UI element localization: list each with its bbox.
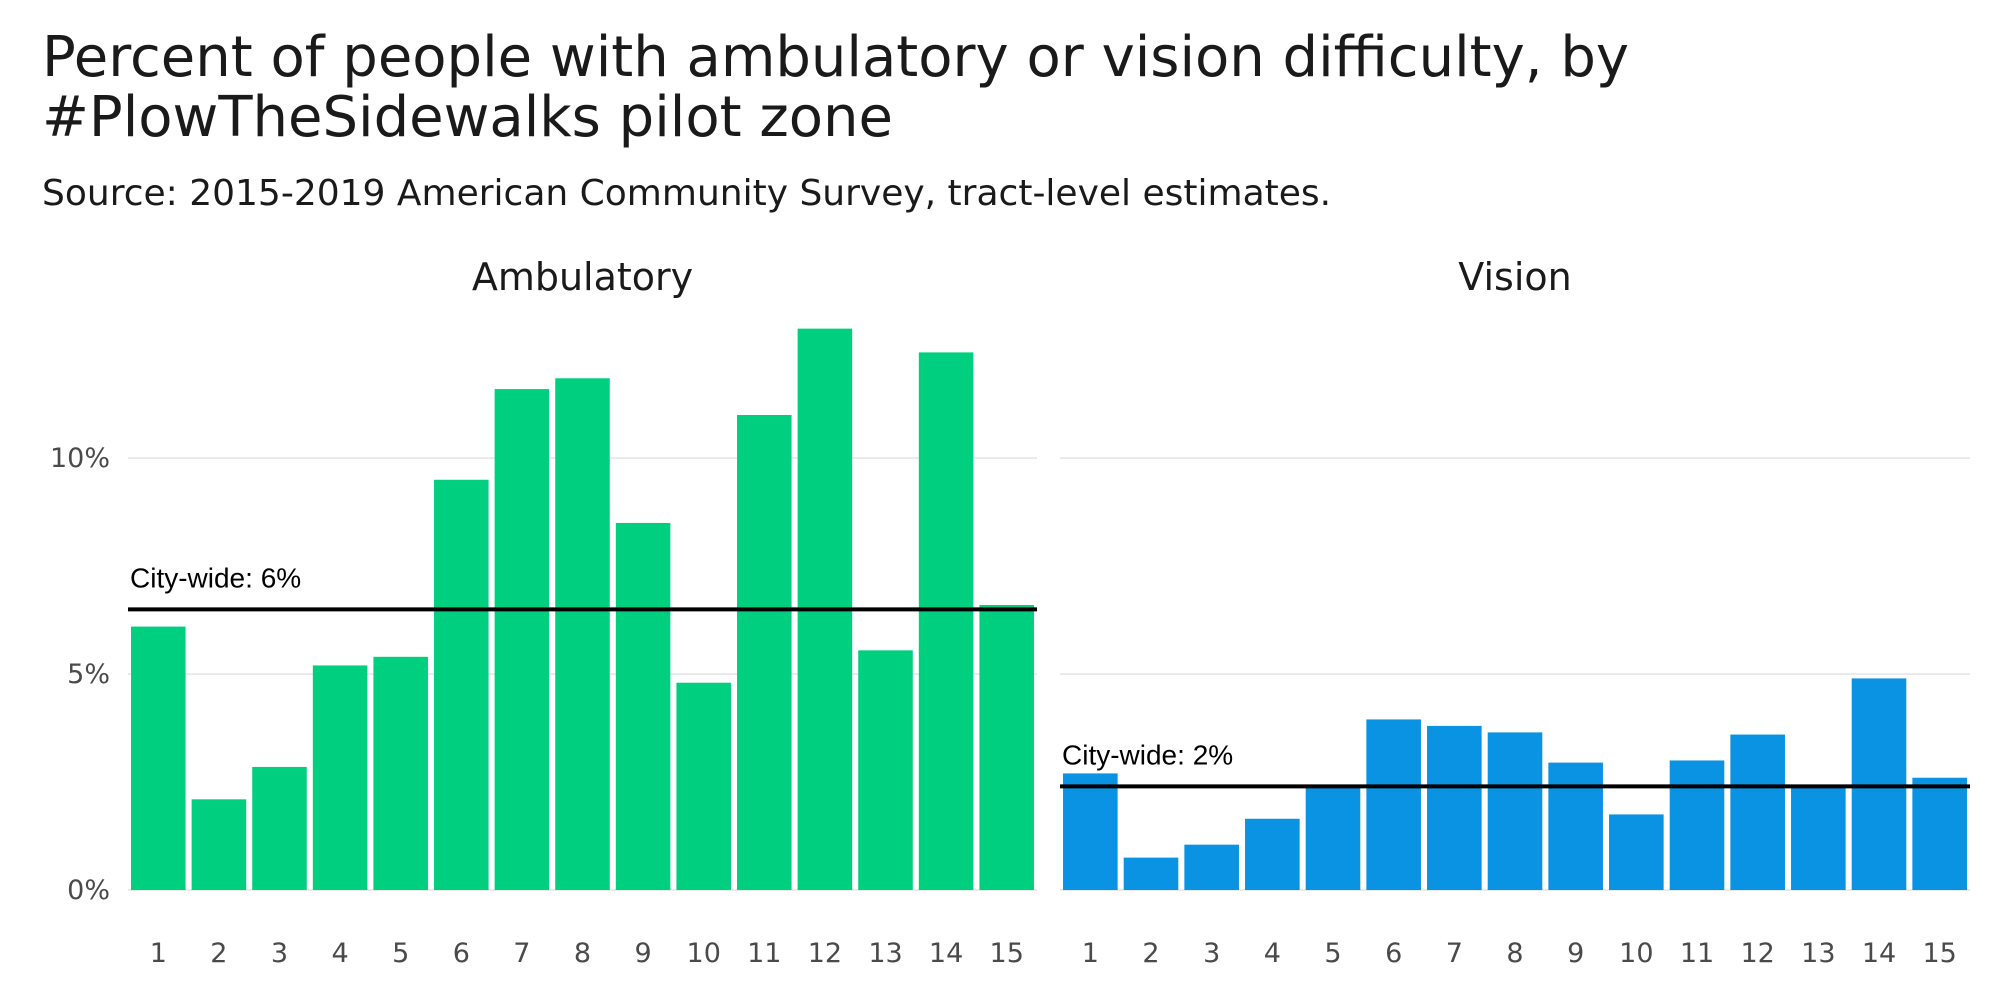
ambulatory-bar-zone-15: [979, 605, 1034, 890]
x-tick-label: 9: [1567, 938, 1584, 969]
y-tick-label: 5%: [67, 659, 110, 690]
y-tick-label: 0%: [67, 875, 110, 906]
vision-bar-zone-6: [1366, 719, 1421, 890]
ambulatory-bar-zone-13: [858, 650, 913, 890]
x-tick-label: 6: [453, 938, 470, 969]
x-tick-label: 15: [1922, 938, 1956, 969]
vision-citywide-label: City-wide: 2%: [1062, 739, 1233, 770]
ambulatory-bar-zone-2: [191, 799, 247, 890]
x-tick-label: 13: [868, 938, 902, 969]
ambulatory-bar-zone-5: [373, 656, 428, 890]
chart-title: Percent of people with ambulatory or vis…: [42, 25, 1630, 150]
x-tick-label: 8: [574, 938, 591, 969]
x-tick-label: 8: [1506, 938, 1523, 969]
vision-facet-title: Vision: [1458, 255, 1571, 299]
x-tick-label: 5: [392, 938, 409, 969]
ambulatory-bar-zone-8: [555, 378, 610, 890]
x-tick-label: 6: [1385, 938, 1402, 969]
ambulatory-facet-title: Ambulatory: [472, 255, 693, 299]
x-tick-label: 15: [990, 938, 1024, 969]
x-tick-label: 4: [1264, 938, 1281, 969]
ambulatory-bar-zone-1: [131, 626, 186, 890]
vision-bar-zone-13: [1791, 786, 1846, 890]
ambulatory-bar-zone-10: [676, 682, 731, 890]
x-tick-label: 12: [1740, 938, 1774, 969]
x-tick-label: 12: [808, 938, 842, 969]
x-tick-label: 3: [1203, 938, 1220, 969]
x-tick-label: 11: [747, 938, 781, 969]
ambulatory-bar-zone-4: [312, 665, 368, 890]
y-tick-label: 10%: [50, 443, 110, 474]
vision-bar-zone-11: [1669, 760, 1725, 890]
vision-bar-zone-2: [1123, 857, 1179, 890]
vision-bar-zone-10: [1609, 814, 1664, 890]
vision-bar-zone-14: [1851, 678, 1907, 890]
x-tick-label: 13: [1801, 938, 1835, 969]
x-tick-label: 9: [635, 938, 652, 969]
vision-bar-zone-5: [1305, 786, 1361, 890]
vision-bar-zone-7: [1427, 725, 1482, 890]
ambulatory-bar-zone-6: [434, 479, 489, 890]
x-tick-label: 1: [1082, 938, 1099, 969]
x-tick-label: 10: [687, 938, 721, 969]
vision-bar-zone-3: [1184, 844, 1239, 890]
ambulatory-bar-zone-11: [737, 415, 792, 890]
x-tick-label: 5: [1324, 938, 1341, 969]
vision-bar-zone-15: [1912, 777, 1967, 890]
x-tick-label: 10: [1619, 938, 1653, 969]
x-tick-label: 11: [1680, 938, 1714, 969]
x-tick-label: 7: [1446, 938, 1463, 969]
x-tick-label: 4: [332, 938, 349, 969]
x-tick-label: 2: [1142, 938, 1159, 969]
x-tick-label: 14: [929, 938, 963, 969]
ambulatory-bar-zone-7: [494, 389, 550, 890]
ambulatory-citywide-label: City-wide: 6%: [130, 562, 301, 593]
x-tick-label: 14: [1862, 938, 1896, 969]
vision-bar-zone-1: [1063, 773, 1118, 890]
x-tick-label: 3: [271, 938, 288, 969]
vision-bar-zone-4: [1245, 818, 1300, 890]
chart-subtitle: Source: 2015-2019 American Community Sur…: [42, 173, 1332, 214]
vision-bar-zone-9: [1548, 762, 1603, 890]
vision-bar-zone-8: [1487, 732, 1543, 890]
x-tick-label: 2: [210, 938, 227, 969]
ambulatory-bar-zone-9: [615, 522, 671, 890]
ambulatory-bar-zone-14: [918, 352, 974, 890]
x-tick-label: 1: [150, 938, 167, 969]
vision-bar-zone-12: [1730, 734, 1785, 890]
ambulatory-bar-zone-3: [252, 766, 307, 890]
x-tick-label: 7: [513, 938, 530, 969]
